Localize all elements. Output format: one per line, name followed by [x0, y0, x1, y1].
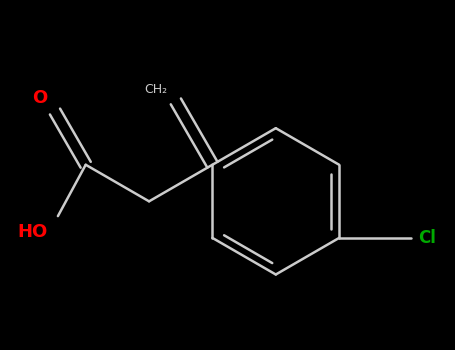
Text: Cl: Cl [418, 229, 436, 247]
Text: O: O [32, 89, 48, 107]
Text: CH₂: CH₂ [144, 83, 167, 96]
Text: HO: HO [17, 223, 48, 242]
